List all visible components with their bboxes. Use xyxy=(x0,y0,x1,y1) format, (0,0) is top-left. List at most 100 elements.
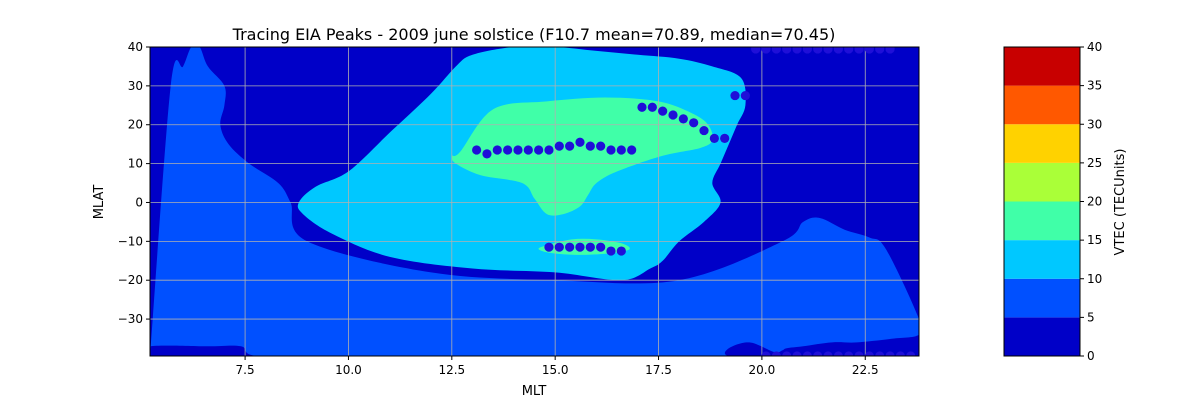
peak-point xyxy=(503,145,513,155)
x-tick-label: 10.0 xyxy=(335,363,362,377)
colorbar-segment xyxy=(1004,317,1080,356)
peak-point xyxy=(668,110,678,120)
y-axis-label: MLAT xyxy=(92,185,107,220)
peak-point xyxy=(575,242,585,252)
y-tick-label: −10 xyxy=(118,234,143,248)
peak-point xyxy=(854,47,864,54)
peak-point xyxy=(792,351,802,356)
peak-point xyxy=(895,351,905,356)
peak-point xyxy=(844,47,854,54)
peak-point xyxy=(637,102,647,112)
peak-point xyxy=(761,47,771,54)
peak-point xyxy=(689,118,699,128)
peak-point xyxy=(544,242,554,252)
peak-point xyxy=(813,351,823,356)
x-tick-label: 7.5 xyxy=(236,363,255,377)
colorbar-segment xyxy=(1004,201,1080,241)
colorbar-segment xyxy=(1004,240,1080,279)
colorbar-segment xyxy=(1004,162,1080,202)
peak-point xyxy=(885,47,895,54)
colorbar-tick-label: 15 xyxy=(1087,233,1102,247)
x-tick-label: 22.5 xyxy=(852,363,879,377)
chart-title: Tracing EIA Peaks - 2009 june solstice (… xyxy=(232,25,836,44)
peak-point xyxy=(513,145,523,155)
peak-point xyxy=(864,351,874,356)
peak-point xyxy=(565,242,575,252)
colorbar-tick-label: 10 xyxy=(1087,272,1102,286)
colorbar-segment xyxy=(1004,278,1080,318)
peak-markers xyxy=(472,47,916,356)
peak-point xyxy=(596,141,606,151)
colorbar: 0 5 10 15 20 25 30 35 40 xyxy=(1003,40,1102,363)
peak-point xyxy=(833,47,843,54)
peak-point xyxy=(771,47,781,54)
contour-plot-area: 7.5 10.0 12.5 15.0 17.5 20.0 22.5 −30 −20 −10 0 10 2… xyxy=(118,40,920,377)
peak-point xyxy=(761,351,771,356)
peak-point xyxy=(554,141,564,151)
peak-point xyxy=(823,351,833,356)
peak-point xyxy=(606,145,616,155)
peak-point xyxy=(844,351,854,356)
x-axis-label: MLT xyxy=(522,384,547,399)
x-tick-label: 15.0 xyxy=(542,363,569,377)
colorbar-segment xyxy=(1004,47,1080,86)
peak-point xyxy=(544,145,554,155)
y-tick-label: 0 xyxy=(135,195,143,209)
peak-point xyxy=(782,47,792,54)
x-tick-label: 17.5 xyxy=(645,363,672,377)
contour-band-15-20-2 xyxy=(451,97,713,216)
peak-point xyxy=(875,351,885,356)
colorbar-tick-label: 30 xyxy=(1087,117,1102,131)
peak-point xyxy=(833,351,843,356)
peak-point xyxy=(709,133,719,143)
peak-point xyxy=(730,90,740,101)
peak-point xyxy=(782,351,792,356)
contour-bands xyxy=(150,47,919,356)
peak-point xyxy=(616,246,626,256)
colorbar-tick-label: 40 xyxy=(1087,40,1102,54)
peak-point xyxy=(864,47,874,54)
peak-point xyxy=(554,242,564,252)
y-tick-label: 10 xyxy=(128,157,143,171)
y-tick-label: −30 xyxy=(118,312,143,326)
peak-point xyxy=(885,351,895,356)
peak-point xyxy=(854,351,864,356)
peak-point xyxy=(472,145,482,155)
colorbar-segment xyxy=(1004,124,1080,163)
peak-point xyxy=(585,141,595,151)
peak-point xyxy=(720,133,730,143)
peak-point xyxy=(585,242,595,252)
peak-point xyxy=(823,47,833,54)
peak-point xyxy=(627,145,637,155)
peak-point xyxy=(523,145,533,155)
y-tick-label: 40 xyxy=(128,40,143,54)
peak-point xyxy=(565,141,575,151)
peak-point xyxy=(616,145,626,155)
plot-frame xyxy=(149,46,920,357)
x-axis-ticks: 7.5 10.0 12.5 15.0 17.5 20.0 22.5 xyxy=(236,356,879,377)
x-tick-label: 12.5 xyxy=(438,363,465,377)
peak-point xyxy=(802,351,812,356)
peak-point xyxy=(813,47,823,54)
colorbar-tick-label: 25 xyxy=(1087,156,1102,170)
colorbar-segment xyxy=(1004,85,1080,125)
peak-point xyxy=(482,149,492,159)
y-tick-label: 20 xyxy=(128,118,143,132)
peak-point xyxy=(771,351,781,356)
peak-point xyxy=(658,106,668,116)
colorbar-tick-label: 20 xyxy=(1087,195,1102,209)
colorbar-tick-label: 5 xyxy=(1087,310,1095,324)
peak-point xyxy=(606,246,616,256)
peak-point xyxy=(492,145,502,155)
peak-point xyxy=(534,145,544,155)
peak-point xyxy=(699,125,709,136)
colorbar-tick-label: 35 xyxy=(1087,79,1102,93)
peak-point xyxy=(647,102,657,112)
y-tick-label: 30 xyxy=(128,79,143,93)
colorbar-label: VTEC (TECUnits) xyxy=(1113,149,1128,256)
peak-point xyxy=(575,137,585,147)
peak-point xyxy=(802,47,812,54)
y-tick-label: −20 xyxy=(118,273,143,287)
contour-band-5-10-0 xyxy=(150,47,919,356)
